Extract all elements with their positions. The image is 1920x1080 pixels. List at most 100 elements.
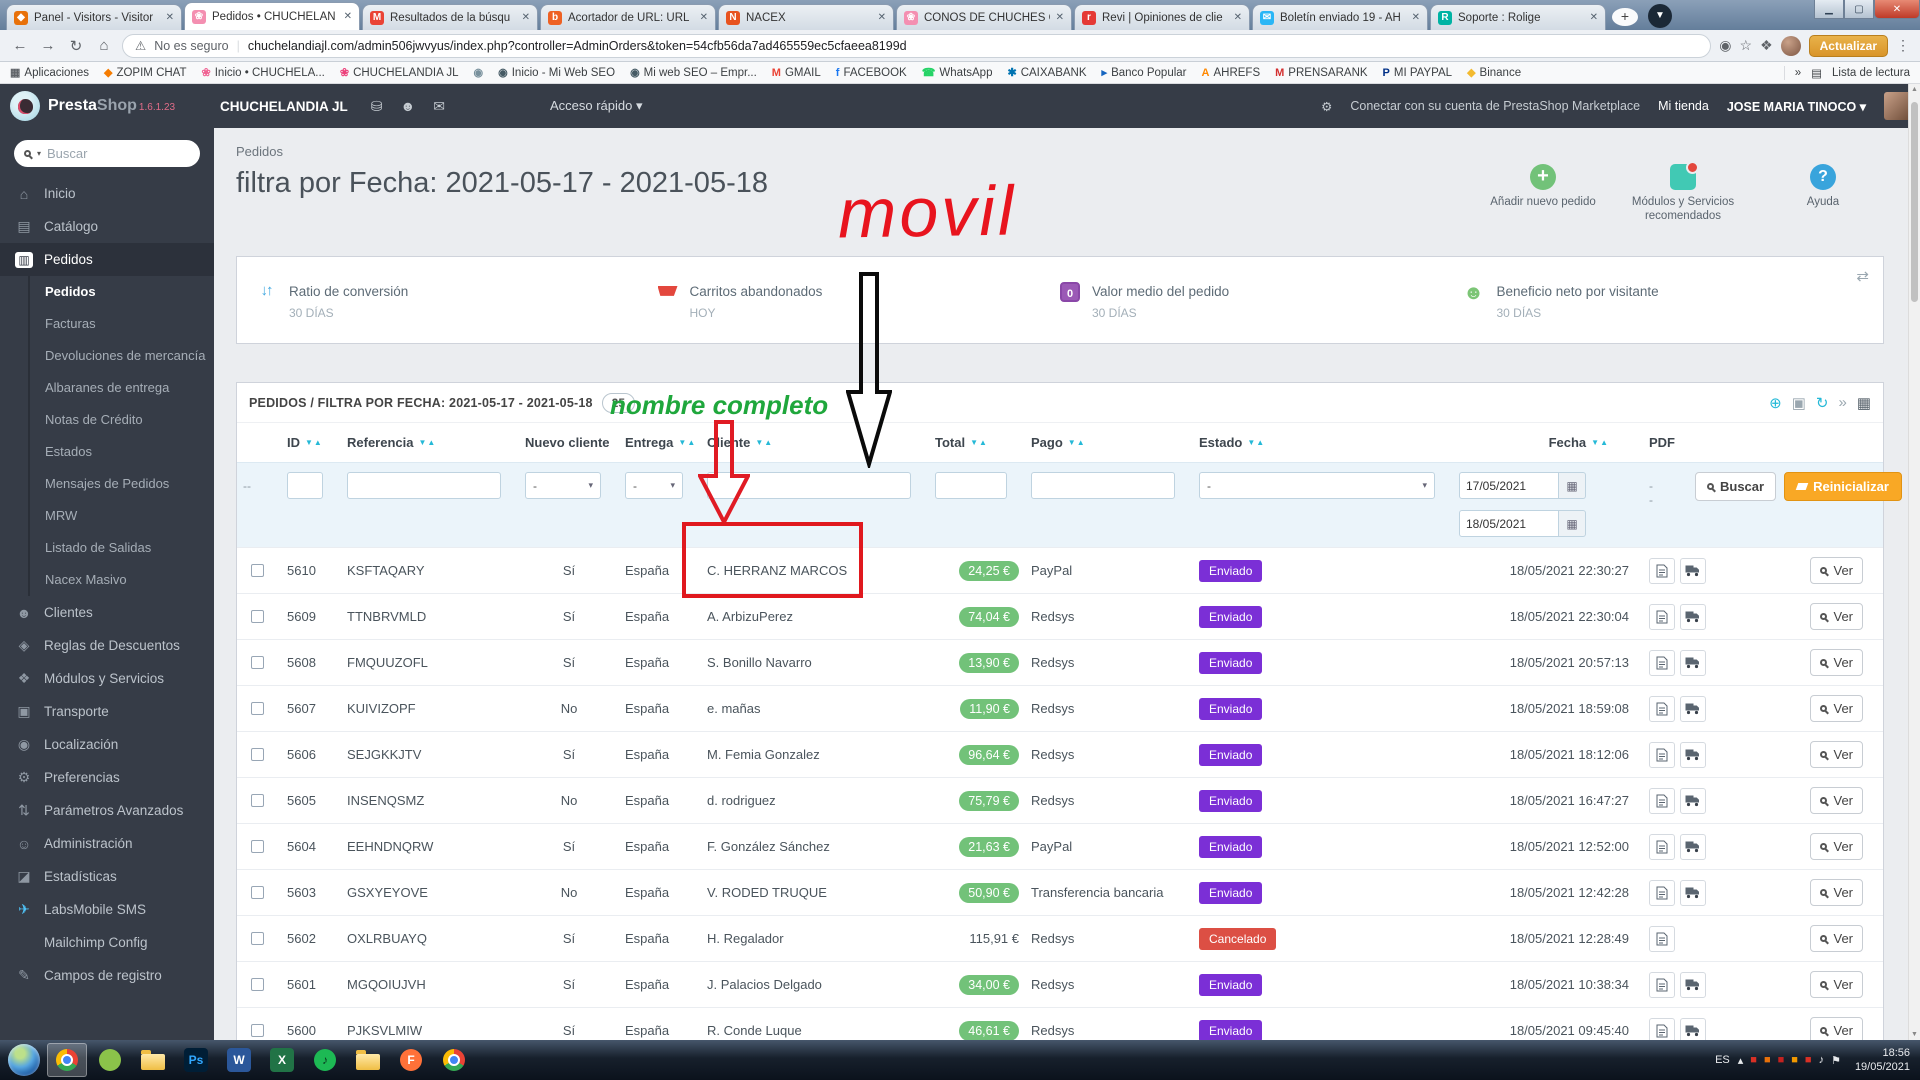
view-order-button[interactable]: Ver [1810,695,1863,722]
breadcrumb[interactable]: Pedidos [236,144,283,159]
browser-tab-nacex[interactable]: N NACEX ✕ [718,4,894,30]
bookmark-inicio-chuchela[interactable]: ❀ Inicio • CHUCHELA... [202,66,325,80]
tab-close-icon[interactable]: ✕ [1411,12,1420,23]
column-header-pdf[interactable]: PDF [1649,435,1675,450]
pdf-delivery-button[interactable] [1680,879,1706,906]
header-action-ayuda[interactable]: ? Ayuda [1768,164,1878,224]
browser-tab-pedidos-chuchelan[interactable]: ❀ Pedidos • CHUCHELAN ✕ [184,2,360,30]
taskbar-app-spotify[interactable]: ♪ [305,1043,345,1077]
filter-status-select[interactable]: - ▾ [1199,472,1435,499]
scroll-up-icon[interactable]: ▲ [1911,86,1918,93]
search-button[interactable]: Buscar [1695,472,1777,501]
filter-total-input[interactable] [935,472,1007,499]
sort-arrows-icon[interactable]: ▼▲ [678,438,697,447]
my-shop-link[interactable]: Mi tienda [1658,99,1709,113]
pdf-delivery-button[interactable] [1680,833,1706,860]
sort-arrows-icon[interactable]: ▼▲ [418,438,437,447]
reset-button[interactable]: Reinicializar [1784,472,1902,501]
bookmarks-overflow-icon[interactable]: » [1794,66,1802,79]
sidebar-subitem-notas-de-credito[interactable]: Notas de Crédito [45,412,143,427]
export-icon[interactable]: ▣ [1791,394,1806,412]
column-header-estado[interactable]: Estado ▼▲ [1199,435,1266,450]
view-order-button[interactable]: Ver [1810,603,1863,630]
pdf-delivery-button[interactable] [1680,1017,1706,1040]
tray-icon-7[interactable]: ⚑ [1831,1054,1841,1067]
browser-tab-soporte-rolige[interactable]: R Soporte : Rolige ✕ [1430,4,1606,30]
sort-arrows-icon[interactable]: ▼▲ [755,438,774,447]
column-header-pago[interactable]: Pago ▼▲ [1031,435,1086,450]
tab-close-icon[interactable]: ✕ [521,12,530,23]
browser-tab-conos-de-chuches-c[interactable]: ❀ CONOS DE CHUCHES C ✕ [896,4,1072,30]
sidebar-subitem-mrw[interactable]: MRW [45,508,78,523]
sidebar-subitem-pedidos[interactable]: Pedidos [45,284,96,299]
column-header-id[interactable]: ID ▼▲ [287,435,323,450]
bookmark-gmail[interactable]: M GMAIL [772,67,821,79]
bookmark-prensarank[interactable]: M PRENSARANK [1275,67,1367,79]
taskbar-clock[interactable]: 18:56 19/05/2021 [1855,1046,1910,1075]
view-order-button[interactable]: Ver [1810,787,1863,814]
view-order-button[interactable]: Ver [1810,879,1863,906]
address-bar[interactable]: ⚠ No es seguro | chuchelandiajl.com/admi… [122,33,1712,58]
filter-date-to-input[interactable] [1459,510,1559,537]
filter-customer-input[interactable] [707,472,911,499]
minimize-button[interactable]: ▁ [1814,0,1844,19]
bookmark-star-icon[interactable]: ☆ [1739,37,1753,53]
sidebar-item-reglas-de-descuentos[interactable]: ◈ Reglas de Descuentos [0,629,214,662]
sidebar-subitem-nacex-masivo[interactable]: Nacex Masivo [45,572,127,587]
home-icon[interactable]: ⌂ [99,37,109,54]
maximize-button[interactable]: ▢ [1844,0,1874,19]
language-indicator[interactable]: ES [1715,1054,1730,1066]
taskbar-app-folder-documents[interactable] [133,1043,173,1077]
row-checkbox[interactable] [251,610,264,623]
row-checkbox[interactable] [251,564,264,577]
tab-close-icon[interactable]: ✕ [343,11,352,22]
row-checkbox[interactable] [251,1024,264,1037]
taskbar-app-word[interactable]: W [219,1043,259,1077]
row-checkbox[interactable] [251,702,264,715]
user-menu[interactable]: JOSE MARIA TINOCO ▾ [1726,99,1866,114]
view-order-button[interactable]: Ver [1810,971,1863,998]
pdf-delivery-button[interactable] [1680,649,1706,676]
sort-arrows-icon[interactable]: ▼▲ [1247,438,1266,447]
view-order-button[interactable]: Ver [1810,833,1863,860]
sort-arrows-icon[interactable]: ▼▲ [1067,438,1086,447]
profile-avatar[interactable] [1780,35,1801,56]
sort-arrows-icon[interactable]: ▼▲ [970,438,988,447]
sidebar-subitem-estados[interactable]: Estados [45,444,92,459]
sidebar-search-input[interactable]: ▾ Buscar [14,140,200,167]
new-tab-button[interactable]: + [1612,8,1638,26]
taskbar-app-app-lime[interactable] [90,1043,130,1077]
bookmark-mi-paypal[interactable]: P MI PAYPAL [1383,67,1453,79]
pdf-invoice-button[interactable] [1649,971,1675,998]
pdf-invoice-button[interactable] [1649,787,1675,814]
tab-search-icon[interactable]: ▼ [1648,4,1672,28]
bookmark-whatsapp[interactable]: ☎ WhatsApp [922,66,993,80]
pdf-invoice-button[interactable] [1649,649,1675,676]
view-order-button[interactable]: Ver [1810,649,1863,676]
bookmark-zopim-chat[interactable]: ◆ ZOPIM CHAT [104,66,187,80]
column-header-entrega[interactable]: Entrega ▼▲ [625,435,697,450]
chrome-update-button[interactable]: Actualizar [1808,34,1888,57]
sidebar-item-administracion[interactable]: ☺ Administración [0,827,214,860]
sidebar-item-inicio[interactable]: ⌂ Inicio [0,177,214,210]
sidebar-item-transporte[interactable]: ▣ Transporte [0,695,214,728]
pdf-invoice-button[interactable] [1649,603,1675,630]
filter-new-customer-select[interactable]: - ▾ [525,472,601,499]
cart-icon[interactable]: ⛁ [370,97,383,114]
pdf-invoice-button[interactable] [1649,741,1675,768]
view-order-button[interactable]: Ver [1810,557,1863,584]
tab-close-icon[interactable]: ✕ [1055,12,1064,23]
filter-payment-input[interactable] [1031,472,1175,499]
bookmark-inicio-mi-web-seo[interactable]: ◉ Inicio - Mi Web SEO [498,66,615,80]
header-action-modulos-y-servicios-recomendados[interactable]: Módulos y Servicios recomendados [1628,161,1738,224]
calendar-icon[interactable]: ▦ [1559,472,1586,499]
back-icon[interactable]: ← [12,37,28,54]
row-checkbox[interactable] [251,794,264,807]
sidebar-item-mailchimp-config[interactable]: Mailchimp Config [0,926,214,959]
pdf-delivery-button[interactable] [1680,695,1706,722]
add-new-icon[interactable]: ⊕ [1769,394,1782,412]
view-order-button[interactable]: Ver [1810,925,1863,952]
tray-icon-1[interactable]: ■ [1750,1053,1757,1066]
bookmark-facebook[interactable]: f FACEBOOK [836,67,907,79]
filter-delivery-select[interactable]: - ▾ [625,472,683,499]
